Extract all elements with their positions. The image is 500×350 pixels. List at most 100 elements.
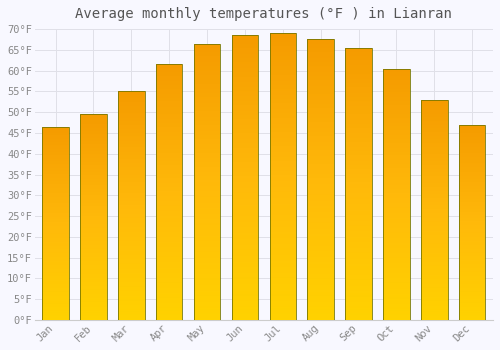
Bar (118, 299, 144, 301)
Bar (80, 218, 106, 219)
Bar (421, 175, 448, 176)
Bar (270, 93, 296, 95)
Bar (459, 284, 485, 285)
Bar (308, 135, 334, 136)
Bar (270, 115, 296, 116)
Bar (383, 213, 409, 214)
Bar (308, 56, 334, 58)
Bar (232, 229, 258, 230)
Bar (421, 284, 448, 285)
Bar (459, 161, 485, 162)
Bar (459, 252, 485, 253)
Bar (194, 110, 220, 111)
Bar (194, 183, 220, 184)
Bar (118, 104, 144, 105)
Bar (421, 238, 448, 239)
Bar (383, 205, 409, 207)
Bar (80, 221, 106, 222)
Bar (308, 284, 334, 285)
Bar (346, 286, 372, 287)
Bar (421, 245, 448, 246)
Bar (270, 43, 296, 45)
Bar (232, 277, 258, 279)
Bar (346, 252, 372, 253)
Bar (270, 116, 296, 118)
Bar (42, 161, 69, 162)
Bar (383, 86, 409, 88)
Bar (232, 212, 258, 213)
Bar (308, 112, 334, 114)
Bar (232, 168, 258, 169)
Bar (459, 222, 485, 223)
Bar (383, 101, 409, 103)
Bar (42, 134, 69, 135)
Bar (194, 196, 220, 197)
Bar (346, 194, 372, 195)
Bar (459, 147, 485, 148)
Bar (270, 264, 296, 265)
Bar (421, 162, 448, 163)
Bar (459, 277, 485, 278)
Bar (232, 133, 258, 135)
Bar (270, 148, 296, 149)
Bar (308, 279, 334, 281)
Bar (42, 297, 69, 298)
Bar (194, 216, 220, 218)
Bar (270, 164, 296, 165)
Bar (42, 254, 69, 255)
Bar (42, 318, 69, 319)
Bar (80, 226, 106, 228)
Bar (270, 55, 296, 56)
Bar (421, 255, 448, 256)
Bar (194, 91, 220, 92)
Bar (42, 311, 69, 312)
Bar (421, 168, 448, 169)
Bar (383, 284, 409, 285)
Bar (346, 257, 372, 259)
Bar (270, 80, 296, 82)
Bar (232, 300, 258, 301)
Bar (156, 208, 182, 209)
Bar (232, 78, 258, 79)
Bar (194, 289, 220, 291)
Bar (156, 158, 182, 159)
Bar (383, 279, 409, 280)
Bar (118, 126, 144, 127)
Bar (459, 208, 485, 209)
Bar (118, 219, 144, 220)
Bar (156, 85, 182, 86)
Bar (421, 205, 448, 206)
Bar (308, 295, 334, 296)
Bar (156, 307, 182, 308)
Bar (383, 84, 409, 85)
Bar (459, 268, 485, 269)
Bar (156, 78, 182, 80)
Bar (346, 151, 372, 153)
Bar (232, 267, 258, 269)
Bar (42, 137, 69, 138)
Bar (421, 317, 448, 318)
Bar (42, 165, 69, 166)
Bar (346, 99, 372, 101)
Bar (308, 187, 334, 188)
Bar (118, 94, 144, 95)
Bar (459, 141, 485, 142)
Bar (118, 139, 144, 141)
Bar (346, 57, 372, 59)
Bar (194, 302, 220, 303)
Bar (42, 291, 69, 292)
Bar (232, 261, 258, 263)
Bar (194, 138, 220, 139)
Bar (421, 133, 448, 134)
Bar (80, 199, 106, 201)
Bar (308, 126, 334, 128)
Bar (459, 243, 485, 244)
Bar (156, 180, 182, 181)
Bar (383, 120, 409, 121)
Bar (308, 254, 334, 256)
Bar (383, 290, 409, 291)
Bar (421, 191, 448, 192)
Bar (346, 154, 372, 155)
Bar (346, 53, 372, 55)
Bar (156, 241, 182, 242)
